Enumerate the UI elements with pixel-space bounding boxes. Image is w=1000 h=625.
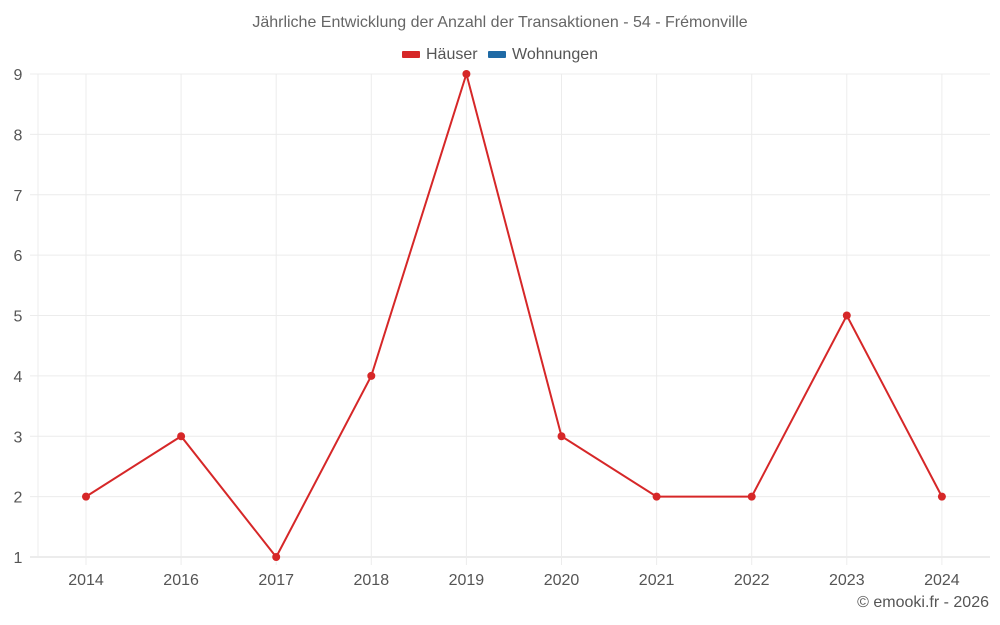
x-tick-label: 2023: [829, 572, 865, 589]
x-tick-label: 2022: [734, 572, 770, 589]
axes: 1 2 3 4 5 6 7 8 9 2014 2016 2017 2018 2019 2020 2021 202…: [14, 67, 960, 589]
data-point[interactable]: [652, 492, 661, 501]
y-tick-label: 4: [14, 369, 23, 386]
chart-title: Jährliche Entwicklung der Anzahl der Tra…: [252, 14, 748, 31]
x-tick-label: 2017: [258, 572, 294, 589]
data-point[interactable]: [367, 371, 376, 380]
y-tick-label: 1: [14, 550, 23, 567]
x-tick-label: 2020: [544, 572, 580, 589]
legend-item-wohnungen[interactable]: Wohnungen: [488, 46, 598, 64]
data-point[interactable]: [177, 432, 186, 441]
grid: [30, 73, 990, 565]
x-tick-label: 2018: [354, 572, 390, 589]
y-tick-label: 3: [14, 429, 23, 446]
x-tick-label: 2024: [924, 572, 960, 589]
data-point[interactable]: [937, 492, 946, 501]
y-tick-label: 9: [14, 67, 23, 84]
series-line: [85, 70, 943, 559]
credit-text: © emooki.fr - 2026: [857, 594, 989, 611]
data-point[interactable]: [272, 553, 281, 561]
legend-swatch-haeuser: [401, 51, 420, 58]
data-point[interactable]: [557, 432, 566, 441]
legend-swatch-wohnungen: [488, 51, 507, 58]
x-tick-label: 2021: [639, 572, 675, 589]
data-point[interactable]: [842, 311, 851, 320]
data-point[interactable]: [747, 492, 756, 501]
y-tick-label: 5: [14, 309, 23, 326]
data-point[interactable]: [82, 492, 90, 501]
legend-item-haeuser[interactable]: Häuser: [401, 45, 478, 64]
legend: Häuser Wohnungen: [0, 45, 1000, 64]
data-point[interactable]: [462, 70, 471, 78]
legend-label-haeuser: Häuser: [425, 45, 478, 63]
x-tick-label: 2014: [68, 572, 104, 589]
x-tick-label: 2019: [449, 572, 485, 589]
y-tick-label: 2: [14, 490, 23, 507]
x-tick-label: 2016: [163, 572, 199, 589]
series-haeuser: [82, 70, 946, 561]
y-tick-label: 8: [14, 127, 23, 144]
y-tick-label: 7: [14, 188, 23, 205]
y-tick-label: 6: [14, 248, 23, 265]
legend-label-wohnungen: Wohnungen: [512, 45, 599, 63]
